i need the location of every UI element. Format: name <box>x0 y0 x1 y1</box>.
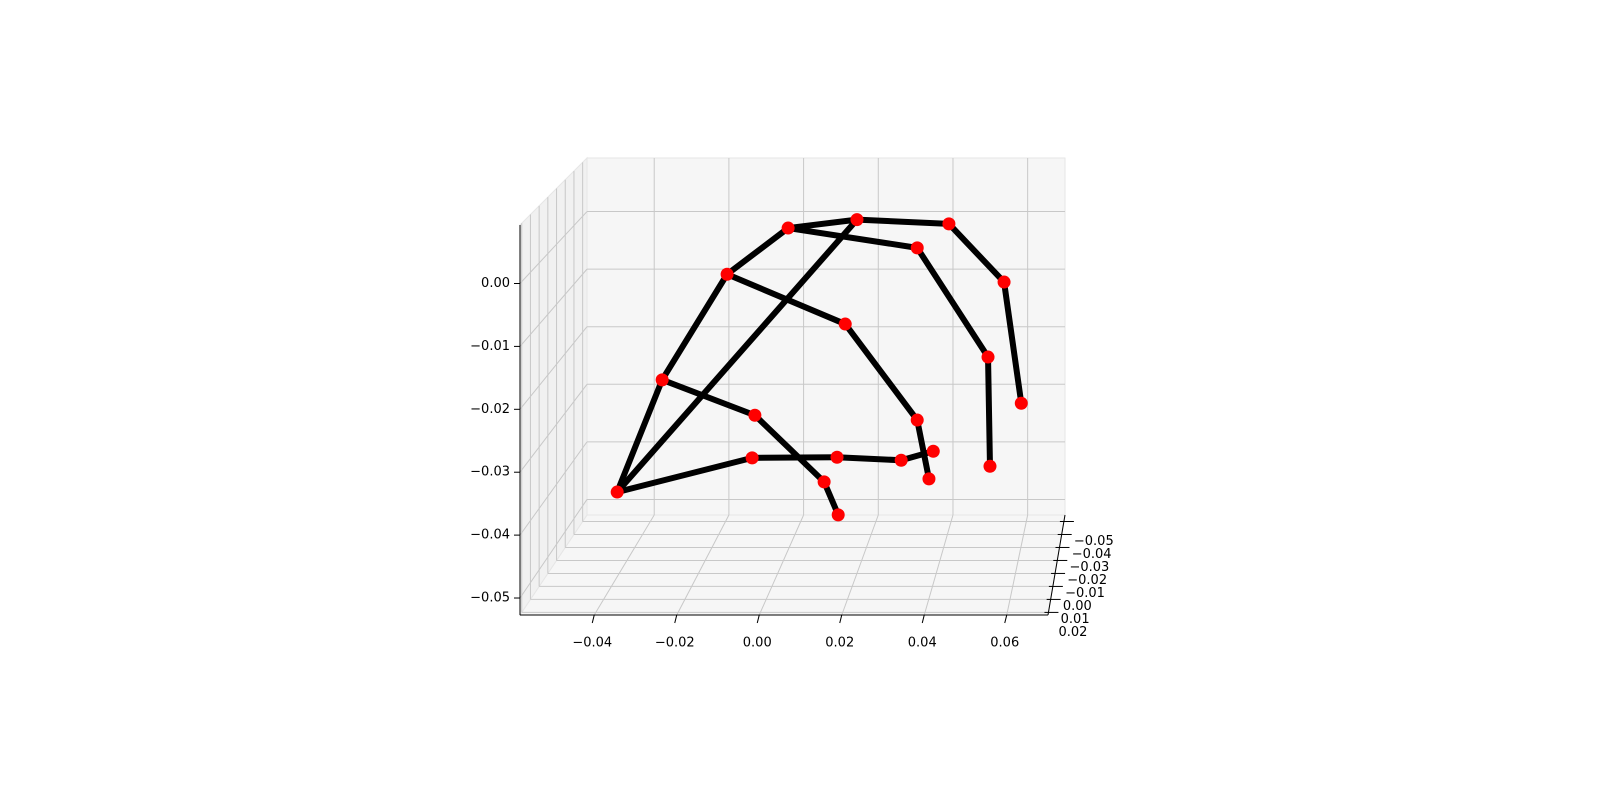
grid-line <box>519 268 588 347</box>
joint <box>655 373 669 387</box>
joint <box>748 408 762 422</box>
bone <box>785 225 921 251</box>
bone <box>614 454 756 496</box>
y-tick-label: −0.03 <box>1069 560 1109 575</box>
x-tick-label: 0.02 <box>825 636 854 651</box>
x-tick-label: −0.04 <box>572 636 612 651</box>
y-tick-label: 0.00 <box>1063 599 1092 614</box>
grid-line <box>676 514 730 616</box>
joint <box>926 444 940 458</box>
joint <box>922 472 936 486</box>
x-tick-label: −0.02 <box>655 636 695 651</box>
x-tick-label: 0.00 <box>743 636 772 651</box>
tick-mark <box>756 614 760 624</box>
tick-mark <box>839 614 843 624</box>
x-tick-label: 0.06 <box>990 636 1019 651</box>
y-tick-label: 0.02 <box>1058 625 1087 640</box>
joint <box>817 475 831 489</box>
y-tick-label: −0.01 <box>1065 586 1105 601</box>
bone <box>614 216 860 496</box>
joint <box>850 213 864 227</box>
bone <box>985 354 993 470</box>
z-tick-label: −0.05 <box>470 591 510 606</box>
grid-line <box>519 326 588 410</box>
bone <box>853 216 952 227</box>
floor-pane <box>519 514 1066 616</box>
z-tick-label: −0.01 <box>470 339 510 354</box>
joint <box>997 275 1011 289</box>
joint <box>983 459 997 473</box>
grid-line <box>923 514 954 616</box>
joint <box>910 241 924 255</box>
grid-line <box>519 383 588 473</box>
bone <box>834 454 905 464</box>
grid-line <box>841 514 879 616</box>
joint <box>942 217 956 231</box>
joint <box>720 267 734 281</box>
z-tick-label: −0.04 <box>470 528 510 543</box>
y-tick-label: −0.02 <box>1067 573 1107 588</box>
joint <box>894 453 908 467</box>
joint <box>830 450 844 464</box>
joint <box>910 413 924 427</box>
tick-mark <box>921 614 925 624</box>
joint <box>981 350 995 364</box>
grid-line <box>758 514 805 616</box>
joint <box>781 221 795 235</box>
bone <box>659 271 731 383</box>
bone <box>659 376 758 419</box>
bone <box>945 220 1008 286</box>
z-tick-label: −0.02 <box>470 402 510 417</box>
joint <box>831 508 845 522</box>
z-tick-label: 0.00 <box>481 276 510 291</box>
z-tick-label: −0.03 <box>470 465 510 480</box>
bone <box>751 412 828 485</box>
grid-line <box>519 499 588 599</box>
tick-mark <box>1004 614 1008 624</box>
grid-line <box>1006 514 1029 616</box>
grid-line <box>519 441 588 536</box>
y-tick-label: 0.01 <box>1061 612 1090 627</box>
y-tick-label: −0.04 <box>1072 547 1112 562</box>
tick-mark <box>591 614 595 624</box>
bone <box>914 417 932 482</box>
bone <box>914 244 992 361</box>
bone <box>842 321 921 424</box>
joint <box>610 485 624 499</box>
bone <box>785 216 860 232</box>
y-tick-label: −0.05 <box>1074 534 1114 549</box>
joint <box>1014 396 1028 410</box>
bone <box>614 376 666 496</box>
tick-mark <box>674 614 678 624</box>
grid-line <box>519 211 588 284</box>
joint <box>838 317 852 331</box>
bone <box>1001 279 1025 407</box>
y-axis <box>1047 514 1066 616</box>
bone <box>724 225 792 278</box>
grid-line <box>593 514 655 616</box>
joint <box>745 451 759 465</box>
x-tick-label: 0.04 <box>908 636 937 651</box>
